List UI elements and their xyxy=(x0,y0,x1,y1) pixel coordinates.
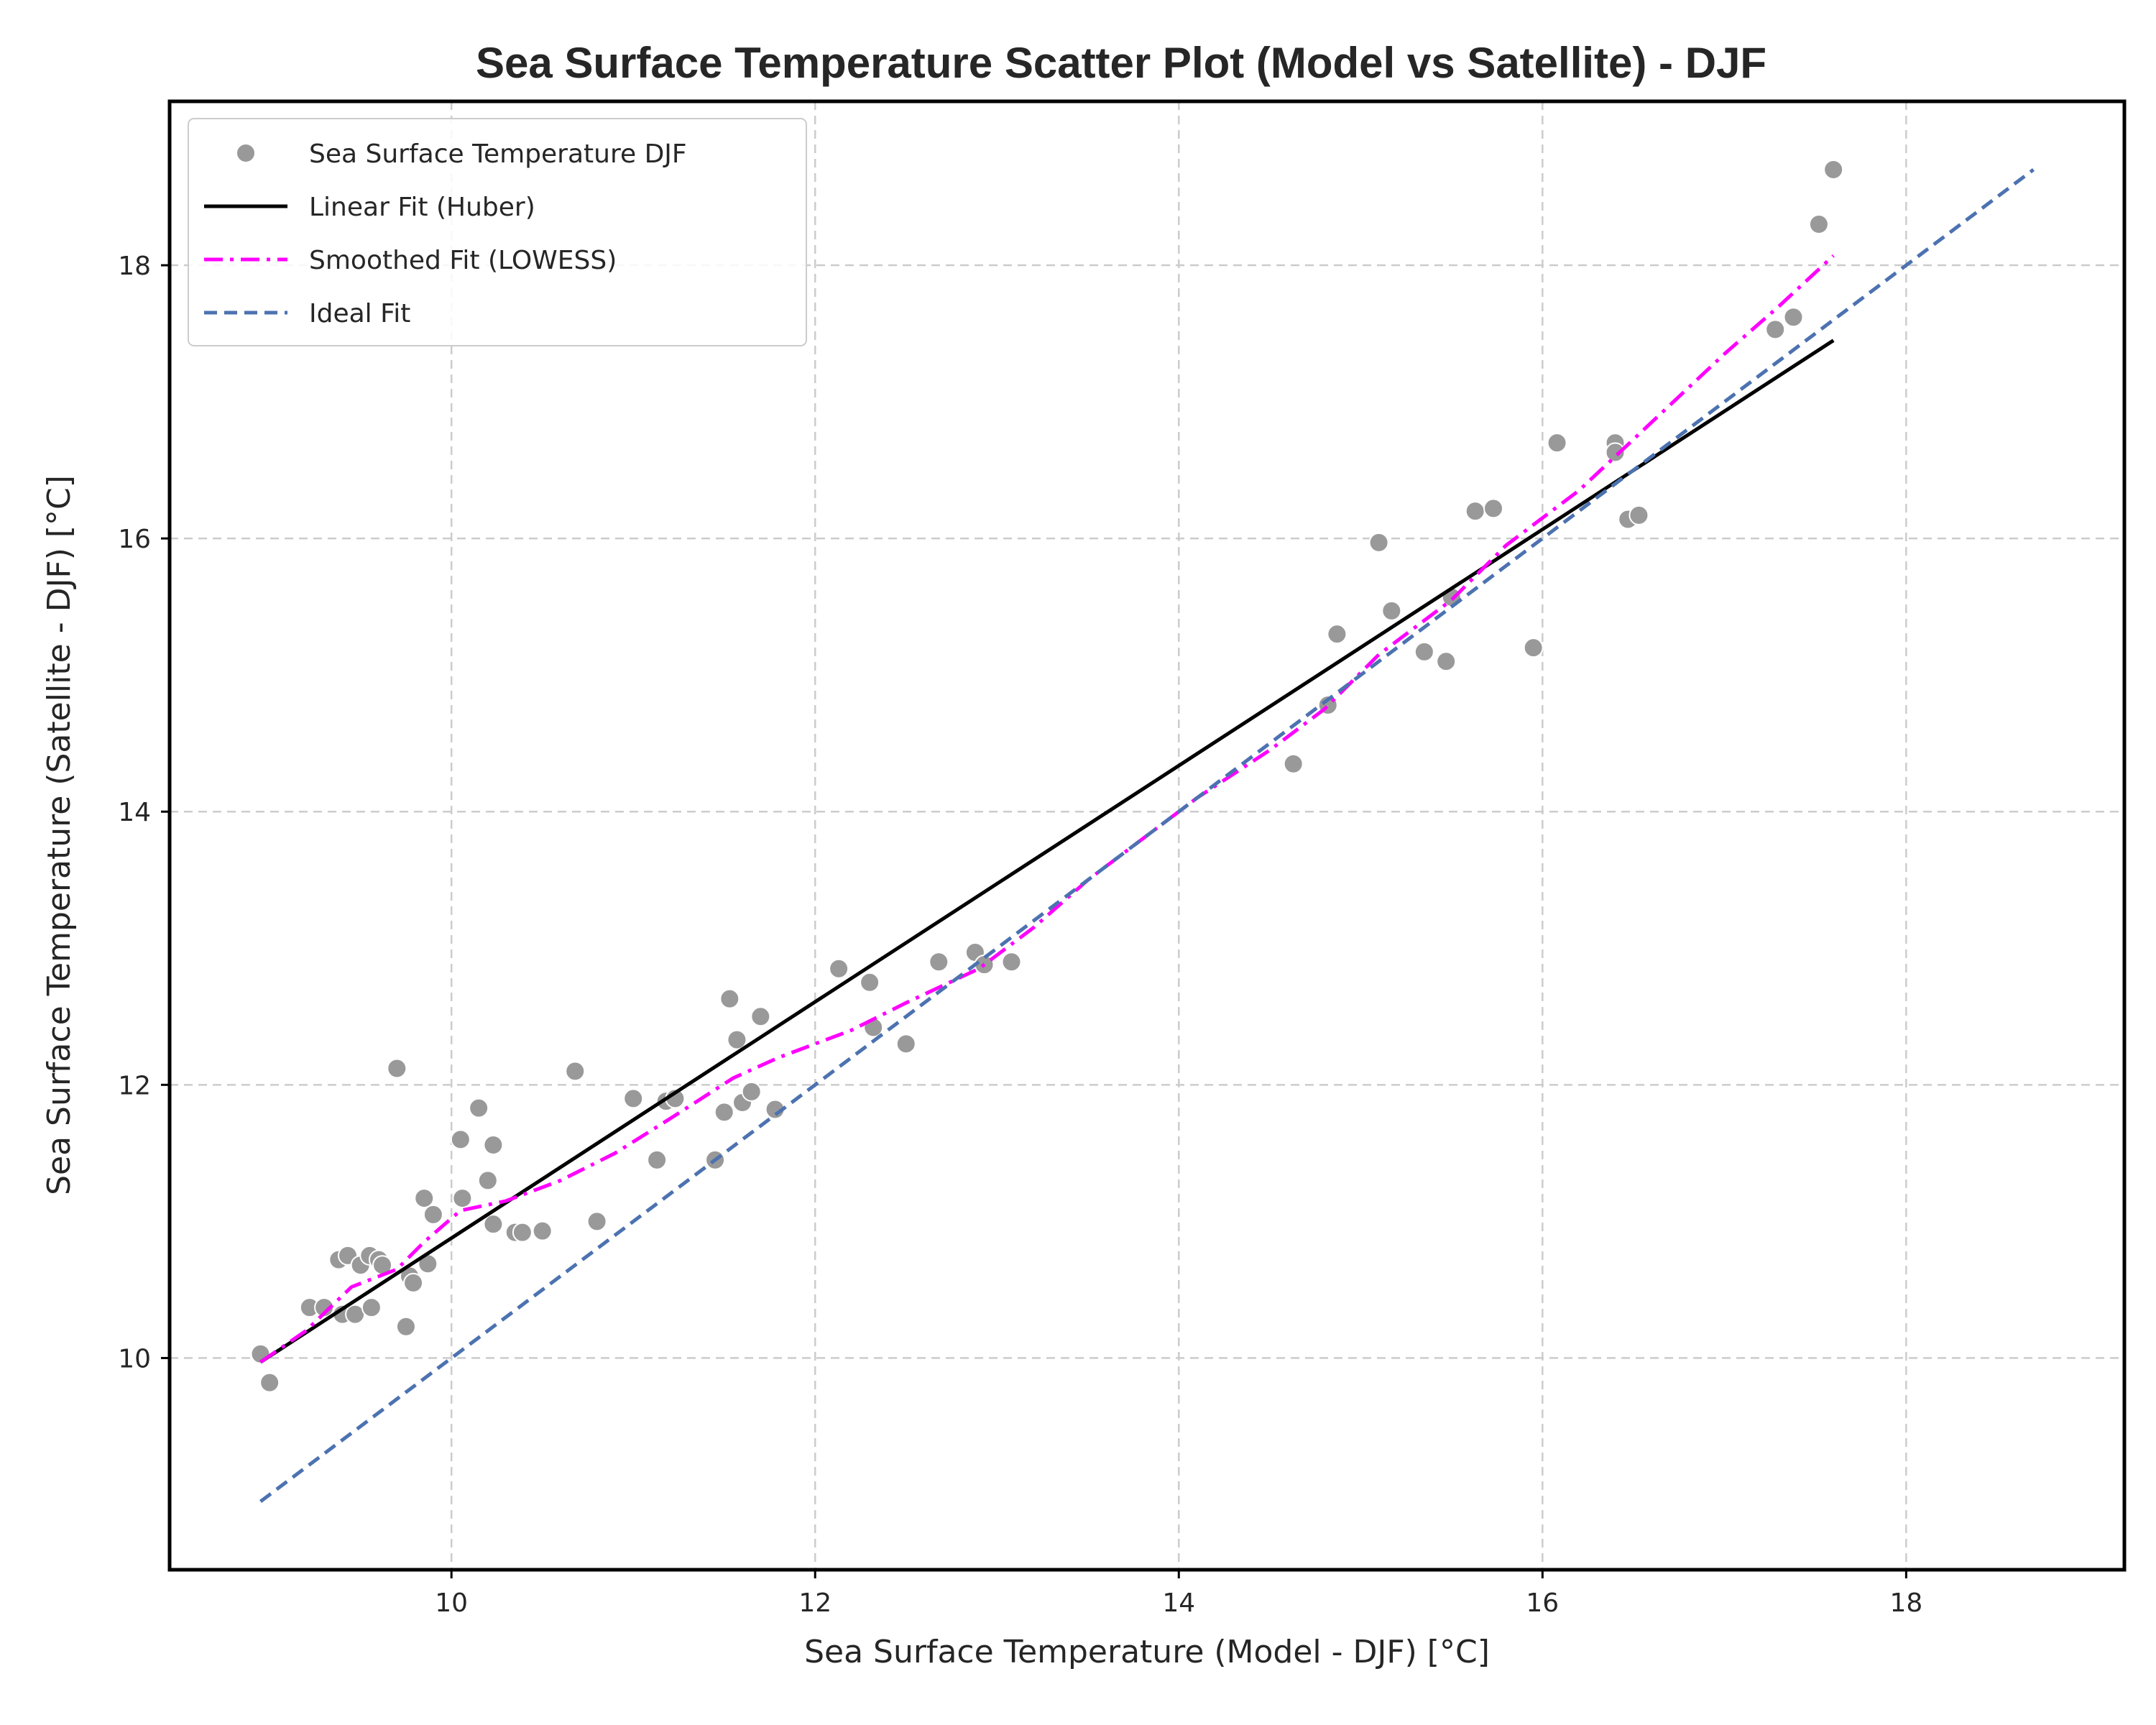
scatter-point xyxy=(1327,624,1348,645)
y-tick-label: 16 xyxy=(118,525,151,554)
scatter-point xyxy=(929,952,949,972)
scatter-point xyxy=(469,1098,489,1118)
scatter-point xyxy=(1465,501,1485,522)
scatter-point xyxy=(714,1102,734,1123)
scatter-point xyxy=(483,1214,504,1235)
scatter-point xyxy=(1628,505,1649,525)
scatter-point xyxy=(314,1297,335,1318)
x-axis: 10 12 14 16 18 xyxy=(435,1570,1922,1618)
scatter-point xyxy=(727,1029,747,1050)
scatter-point xyxy=(1283,753,1304,774)
scatter-point xyxy=(395,1316,416,1337)
scatter-point xyxy=(512,1222,533,1243)
legend-marker xyxy=(236,143,256,163)
ideal-fit-line xyxy=(259,168,2035,1503)
legend-entry-label: Smoothed Fit (LOWESS) xyxy=(309,246,617,275)
scatter-point xyxy=(895,1034,916,1054)
scatter-point xyxy=(450,1129,471,1150)
scatter-point xyxy=(565,1061,586,1082)
scatter-point xyxy=(1808,214,1829,235)
scatter-point xyxy=(387,1058,407,1079)
scatter-point xyxy=(1483,498,1504,519)
legend: Sea Surface Temperature DJF Linear Fit (H… xyxy=(188,118,807,346)
legend-entry-label: Linear Fit (Huber) xyxy=(309,193,535,222)
x-tick-label: 12 xyxy=(798,1588,831,1618)
x-tick-label: 14 xyxy=(1162,1588,1195,1618)
scatter-point xyxy=(1523,638,1544,658)
y-tick-label: 12 xyxy=(118,1071,151,1100)
chart-title: Sea Surface Temperature Scatter Plot (Mo… xyxy=(476,39,1766,87)
scatter-point xyxy=(741,1081,762,1102)
scatter-point xyxy=(1765,319,1786,340)
y-axis: 10 12 14 16 18 xyxy=(118,252,170,1374)
y-tick-label: 10 xyxy=(118,1344,151,1374)
x-tick-label: 18 xyxy=(1889,1588,1922,1618)
scatter-point xyxy=(623,1088,644,1109)
legend-entry-label: Sea Surface Temperature DJF xyxy=(309,139,687,169)
scatter-point xyxy=(719,988,740,1009)
x-tick-label: 16 xyxy=(1526,1588,1559,1618)
scatter-point xyxy=(1823,160,1844,180)
linear-fit-huber-line xyxy=(259,339,1835,1364)
scatter-point xyxy=(1605,442,1626,463)
scatter-point xyxy=(860,972,880,993)
scatter-point xyxy=(586,1211,607,1232)
scatter-series xyxy=(250,160,1844,1393)
scatter-point xyxy=(259,1372,280,1393)
scatter-point xyxy=(361,1297,382,1318)
scatter-point xyxy=(423,1204,443,1225)
scatter-point xyxy=(1001,952,1022,972)
scatter-point xyxy=(1414,641,1434,662)
scatter-point xyxy=(452,1188,473,1209)
smoothed-fit-lowess-line xyxy=(259,254,1835,1364)
scatter-point xyxy=(403,1272,424,1293)
scatter-point xyxy=(1436,651,1457,672)
series-layer xyxy=(250,160,2035,1503)
scatter-point xyxy=(483,1134,504,1155)
scatter-point xyxy=(414,1188,435,1209)
legend-box xyxy=(188,118,807,346)
grid xyxy=(170,101,2124,1570)
scatter-point xyxy=(1381,600,1402,621)
scatter-point xyxy=(532,1220,553,1241)
scatter-point xyxy=(477,1170,498,1191)
scatter-point xyxy=(750,1006,771,1027)
scatter-point xyxy=(829,958,849,979)
legend-entry-label: Ideal Fit xyxy=(309,299,410,328)
scatter-point xyxy=(647,1149,668,1170)
y-tick-label: 18 xyxy=(118,252,151,281)
x-tick-label: 10 xyxy=(435,1588,468,1618)
y-axis-label: Sea Surface Temperature (Satellite - DJF… xyxy=(41,475,78,1195)
x-axis-label: Sea Surface Temperature (Model - DJF) [°… xyxy=(804,1634,1490,1670)
scatter-point xyxy=(1368,532,1389,553)
plot-frame xyxy=(167,99,2127,1572)
scatter-point xyxy=(1547,433,1567,454)
scatter-point xyxy=(1783,307,1804,328)
y-tick-label: 14 xyxy=(118,798,151,827)
